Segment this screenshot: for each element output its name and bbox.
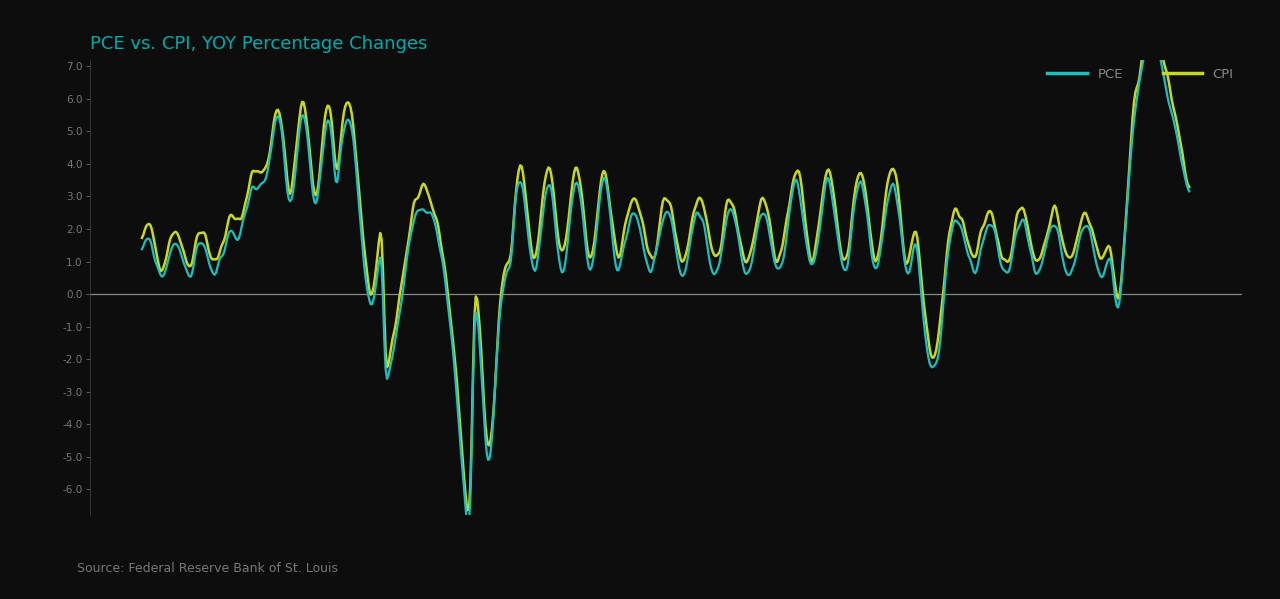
Legend: PCE, CPI: PCE, CPI xyxy=(1042,62,1239,86)
Text: Source: Federal Reserve Bank of St. Louis: Source: Federal Reserve Bank of St. Loui… xyxy=(77,562,338,575)
Text: PCE vs. CPI, YOY Percentage Changes: PCE vs. CPI, YOY Percentage Changes xyxy=(90,35,428,53)
